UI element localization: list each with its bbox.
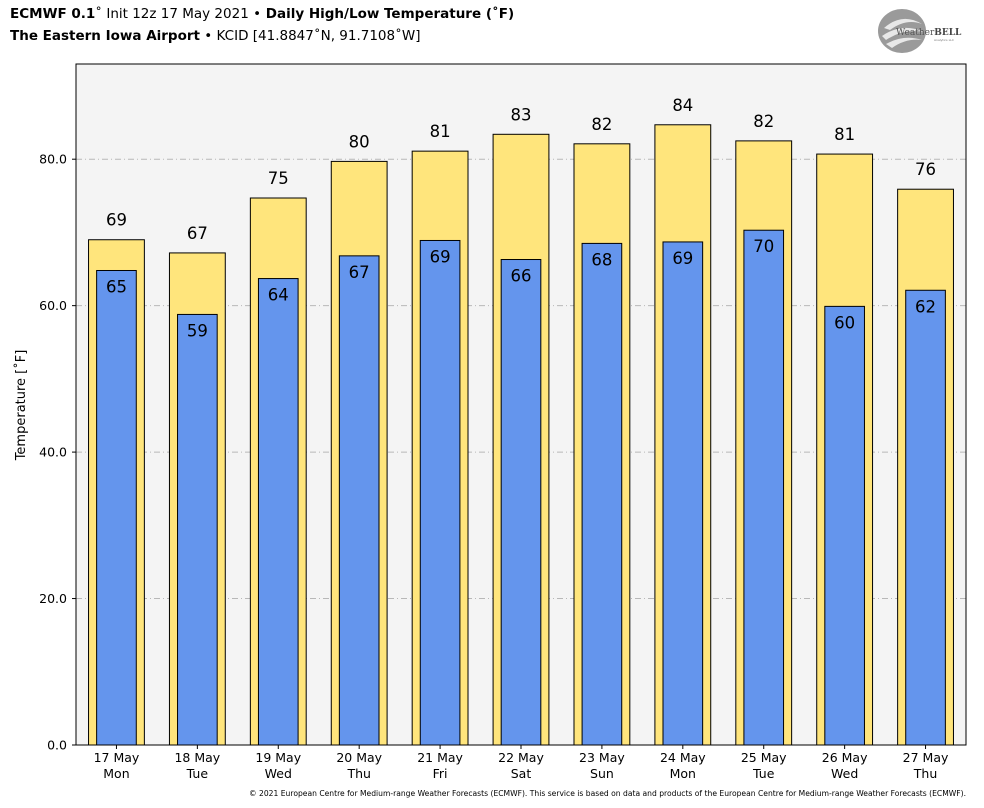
low-temp-bar <box>96 269 137 746</box>
high-temp-label: 80 <box>349 132 370 151</box>
y-axis: 0.0 20.0 40.0 60.0 80.0 <box>39 152 76 753</box>
low-temp-label: 65 <box>106 277 127 296</box>
low-temp-bar <box>419 239 461 746</box>
low-temp-label: 59 <box>187 321 208 340</box>
x-tick-weekday: Mon <box>670 766 696 781</box>
low-temp-bar <box>177 313 218 746</box>
x-tick-weekday: Fri <box>433 766 448 781</box>
copyright-footer: © 2021 European Centre for Medium-range … <box>249 789 966 798</box>
low-temp-bar <box>338 255 380 746</box>
bullet-separator: • <box>253 6 262 22</box>
high-temp-label: 69 <box>106 211 127 230</box>
x-tick-weekday: Tue <box>752 766 775 781</box>
x-tick-weekday: Tue <box>186 766 209 781</box>
low-temp-bar <box>824 305 865 746</box>
high-temp-label: 82 <box>753 112 774 131</box>
weatherbell-logo: WeatherBELL Analytics LLC <box>878 9 962 53</box>
low-temp-label: 64 <box>268 286 289 305</box>
x-tick-date: 20 May <box>336 750 382 765</box>
bullet-separator-2: • <box>204 28 213 44</box>
low-temp-bar <box>743 229 785 746</box>
x-tick-weekday: Mon <box>103 766 129 781</box>
low-temp-label: 69 <box>430 247 451 266</box>
x-tick-date: 27 May <box>903 750 949 765</box>
svg-text:WeatherBELL: WeatherBELL <box>896 28 962 38</box>
x-tick-date: 24 May <box>660 750 706 765</box>
x-tick-date: 25 May <box>741 750 787 765</box>
low-temp-label: 70 <box>753 237 774 256</box>
x-tick-date: 26 May <box>822 750 868 765</box>
x-tick-weekday: Sun <box>590 766 614 781</box>
high-temp-label: 76 <box>915 160 936 179</box>
y-tick-label: 40.0 <box>39 445 67 460</box>
x-tick-date: 23 May <box>579 750 625 765</box>
high-temp-label: 84 <box>672 96 693 115</box>
x-tick-weekday: Thu <box>346 766 370 781</box>
y-axis-label: Temperature [˚F] <box>13 350 29 462</box>
station-info: KCID [41.8847˚N, 91.7108˚W] <box>212 28 421 44</box>
x-tick-date: 17 May <box>94 750 140 765</box>
low-temp-label: 67 <box>349 263 370 282</box>
y-tick-label: 80.0 <box>39 152 67 167</box>
high-temp-label: 82 <box>591 115 612 134</box>
x-tick-weekday: Thu <box>913 766 937 781</box>
high-temp-label: 67 <box>187 224 208 243</box>
init-time: Init 12z 17 May 2021 <box>102 6 254 22</box>
x-tick-weekday: Wed <box>265 766 292 781</box>
low-temp-label: 62 <box>915 297 936 316</box>
product-name: Daily High/Low Temperature (˚F) <box>261 6 515 22</box>
high-temp-label: 81 <box>430 122 451 141</box>
svg-text:Analytics LLC: Analytics LLC <box>934 38 954 42</box>
y-tick-label: 60.0 <box>39 298 67 313</box>
low-temp-label: 60 <box>834 313 855 332</box>
model-name: ECMWF 0.1 <box>10 6 96 22</box>
x-tick-weekday: Wed <box>831 766 858 781</box>
x-tick-weekday: Sat <box>511 766 532 781</box>
low-temp-bar <box>581 242 623 746</box>
x-tick-date: 21 May <box>417 750 463 765</box>
y-tick-label: 20.0 <box>39 591 67 606</box>
degree-symbol: ˚ <box>95 6 103 22</box>
low-temp-label: 69 <box>672 249 693 268</box>
low-temp-bar <box>257 278 299 746</box>
high-temp-label: 75 <box>268 169 289 188</box>
low-temp-bar <box>905 289 946 746</box>
x-tick-date: 22 May <box>498 750 544 765</box>
low-temp-bar <box>500 259 542 746</box>
high-temp-label: 81 <box>834 125 855 144</box>
high-temp-label: 83 <box>511 105 532 124</box>
low-temp-bar <box>662 241 704 746</box>
chart-title-line: ECMWF 0.1˚ Init 12z 17 May 2021 • Daily … <box>10 6 514 22</box>
low-temp-label: 66 <box>511 267 532 286</box>
y-tick-label: 0.0 <box>47 738 67 753</box>
location-line: The Eastern Iowa Airport • KCID [41.8847… <box>10 28 420 44</box>
location-name: The Eastern Iowa Airport <box>10 28 200 44</box>
x-tick-date: 19 May <box>255 750 301 765</box>
low-temp-label: 68 <box>591 250 612 269</box>
x-tick-date: 18 May <box>174 750 220 765</box>
